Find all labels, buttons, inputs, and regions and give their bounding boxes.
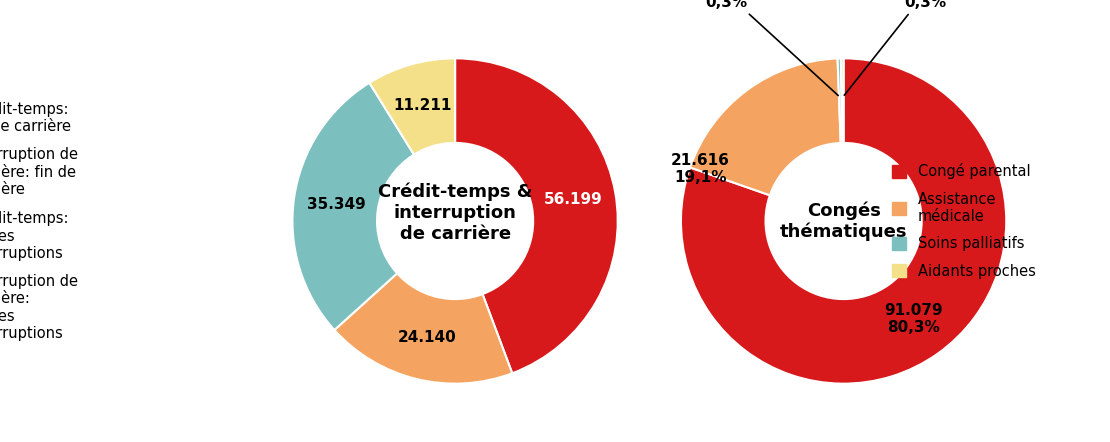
Wedge shape [334, 273, 512, 384]
Text: 21.616
19,1%: 21.616 19,1% [672, 153, 730, 185]
Text: 56.199: 56.199 [544, 192, 603, 207]
Wedge shape [455, 58, 618, 373]
Wedge shape [680, 58, 1007, 384]
Legend: Congé parental, Assistance
médicale, Soins palliatifs, Aidants proches: Congé parental, Assistance médicale, Soi… [891, 163, 1036, 279]
Wedge shape [841, 58, 844, 143]
Text: 11.211: 11.211 [393, 98, 452, 113]
Text: Crédit-temps &
interruption
de carrière: Crédit-temps & interruption de carrière [377, 183, 533, 243]
Text: 35.349: 35.349 [306, 197, 365, 212]
Wedge shape [838, 58, 842, 143]
Wedge shape [370, 58, 455, 155]
Text: Congés
thématiques: Congés thématiques [780, 201, 907, 241]
Text: 91.079
80,3%: 91.079 80,3% [884, 303, 942, 335]
Legend: Crédit-temps:
fin de carrière, Interruption de
carrière: fin de
carrière, Crédit: Crédit-temps: fin de carrière, Interrupt… [0, 101, 78, 341]
Wedge shape [690, 58, 840, 195]
Text: 300
0,3%: 300 0,3% [845, 0, 946, 95]
Text: 24.140: 24.140 [397, 331, 456, 346]
Wedge shape [292, 83, 414, 330]
Text: 369
0,3%: 369 0,3% [706, 0, 838, 95]
